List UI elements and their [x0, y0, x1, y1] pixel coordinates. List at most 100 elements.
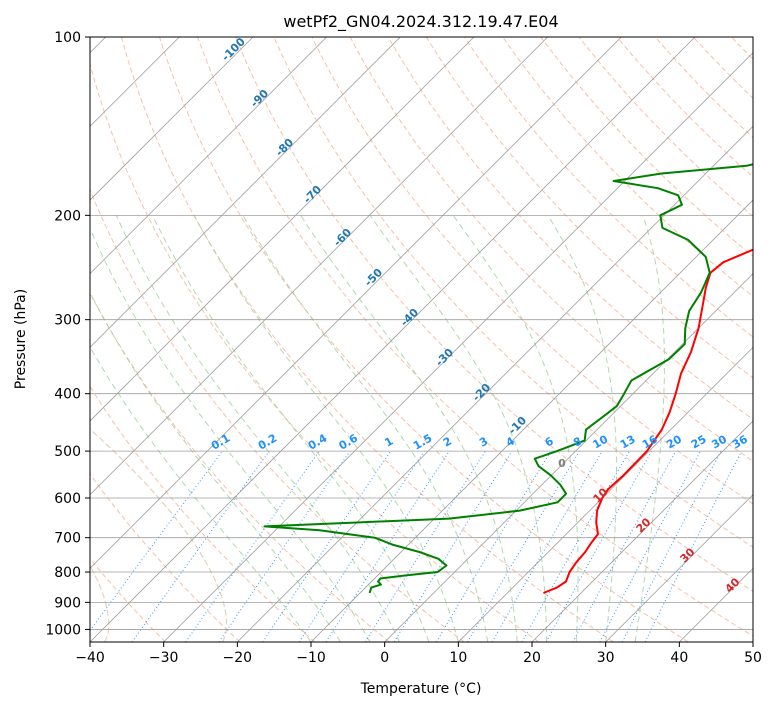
y-tick-label: 700: [54, 531, 81, 547]
isotherm-line: [310, 199, 753, 642]
dry-adiabat-label: -70: [301, 183, 324, 206]
moist-adiabat-label: 40: [723, 575, 743, 595]
dry-adiabat-label: -100: [219, 35, 248, 64]
moist-adiabat-line: [90, 345, 312, 642]
dry-adiabat-line: [770, 37, 775, 642]
moist-adiabat-label: 30: [678, 545, 698, 565]
y-tick-label: 1000: [45, 622, 81, 638]
isotherm-line: [90, 37, 475, 422]
mixing-ratio-line: [467, 450, 580, 642]
background-lines: [90, 37, 775, 642]
mixing-ratio-line: [218, 450, 351, 642]
y-tick-label: 900: [54, 595, 81, 611]
dry-adiabat-line: [90, 385, 316, 642]
mixing-ratio-line: [599, 450, 701, 642]
mixing-ratio-line: [435, 450, 552, 642]
y-tick-label: 400: [54, 387, 81, 403]
isotherm-line: [90, 37, 254, 201]
mixing-ratio-label: 3: [477, 435, 490, 450]
mixing-ratio-label: 2: [441, 435, 454, 450]
x-axis-ticks: −40 −30 −20 −10 0 10 20 30 40 50: [75, 642, 762, 666]
dry-adiabat-label: -50: [362, 266, 385, 289]
dry-adiabat-line: [235, 37, 753, 592]
x-tick-label: 10: [449, 650, 467, 666]
mixing-ratio-label: 0.1: [209, 432, 232, 453]
mixing-ratio-label: 0.2: [256, 432, 279, 453]
mixing-ratio-line: [621, 450, 722, 642]
moist-adiabat-line: [193, 215, 459, 642]
x-tick-label: −20: [223, 650, 253, 666]
mixing-ratio-line: [131, 450, 270, 642]
mixing-ratio-label: 1.5: [411, 432, 434, 453]
mixing-ratio-label: 6: [543, 434, 556, 449]
x-tick-label: −40: [75, 650, 105, 666]
isotherm-line: [531, 420, 753, 642]
isotherm-line: [90, 37, 622, 569]
cloud-adiabat-line: [90, 428, 228, 642]
mixing-ratio-line: [393, 450, 513, 642]
isotherm-line: [384, 273, 753, 642]
dewpoint-line: [263, 163, 753, 594]
isotherm-line: [90, 37, 548, 496]
dry-adiabat-label: -80: [273, 136, 296, 159]
plot-frame: [89, 36, 754, 643]
isotherm-line: [458, 346, 753, 642]
mixing-ratio-label: 20: [664, 432, 684, 451]
x-tick-label: 30: [597, 650, 615, 666]
mixing-ratio-label: 1: [382, 435, 395, 450]
moist-adiabat-line: [634, 215, 665, 642]
dry-adiabat-label: -40: [398, 306, 421, 329]
dry-adiabat-line: [90, 473, 241, 642]
dry-adiabat-label: -20: [470, 381, 493, 404]
mixing-ratio-line: [545, 450, 653, 642]
x-axis-label: Temperature (°C): [360, 681, 482, 697]
dry-adiabat-line: [540, 37, 753, 257]
mixing-ratio-line: [262, 450, 392, 642]
x-tick-label: 0: [380, 650, 389, 666]
dry-adiabat-line: [387, 37, 753, 420]
chart-title: wetPf2_GN04.2024.312.19.47.E04: [283, 12, 558, 32]
dry-adiabat-line: [654, 37, 753, 139]
dry-adiabat-line: [425, 37, 753, 379]
dry-adiabat-line: [464, 37, 753, 338]
y-axis-ticks: 100 200 300 400 500 600 700 800 900 1000: [45, 30, 90, 638]
moist-adiabat-line: [547, 215, 617, 642]
x-tick-label: −10: [296, 650, 326, 666]
dry-adiabat-line: [692, 37, 753, 99]
grid: [90, 37, 753, 642]
isotherm-line: [237, 125, 753, 642]
line-labels: -100-90-80-70-60-50-40-30-20-100.1 0.2 0.4…: [209, 35, 750, 596]
mixing-ratio-label: 13: [618, 433, 638, 452]
dry-adiabat-line: [578, 37, 753, 218]
y-axis-label: Pressure (hPa): [13, 289, 29, 389]
y-tick-label: 600: [54, 491, 81, 507]
mixing-ratio-line: [298, 450, 425, 642]
y-tick-label: 300: [54, 313, 81, 329]
x-tick-label: 50: [744, 650, 762, 666]
dry-adiabat-line: [90, 62, 540, 642]
moist-adiabat-line: [452, 215, 579, 642]
y-tick-label: 800: [54, 565, 81, 581]
moist-adiabat-line: [300, 215, 518, 642]
mixing-ratio-label: 0.4: [306, 431, 330, 452]
moist-adiabat-line: [115, 215, 400, 642]
dry-adiabat-line: [349, 37, 753, 462]
dry-adiabat-line: [120, 37, 614, 642]
mixing-ratio-label: 30: [709, 432, 729, 451]
y-tick-label: 100: [54, 30, 81, 46]
zero-label: 0: [558, 457, 566, 470]
isotherm-line: [90, 37, 696, 642]
isotherm-line: [163, 52, 753, 642]
dry-adiabat-label: -30: [433, 346, 456, 369]
mixing-ratio-line: [325, 450, 450, 642]
x-tick-label: −30: [149, 650, 179, 666]
mixing-ratio-label: 36: [730, 432, 750, 451]
dry-adiabat-line: [90, 188, 465, 642]
dry-adiabat-line: [273, 37, 753, 548]
isotherm-line: [90, 37, 401, 348]
dry-adiabat-line: [311, 37, 753, 505]
isotherm-line: [90, 37, 327, 275]
mixing-ratio-label: 25: [689, 433, 709, 452]
dry-adiabat-line: [90, 292, 390, 642]
